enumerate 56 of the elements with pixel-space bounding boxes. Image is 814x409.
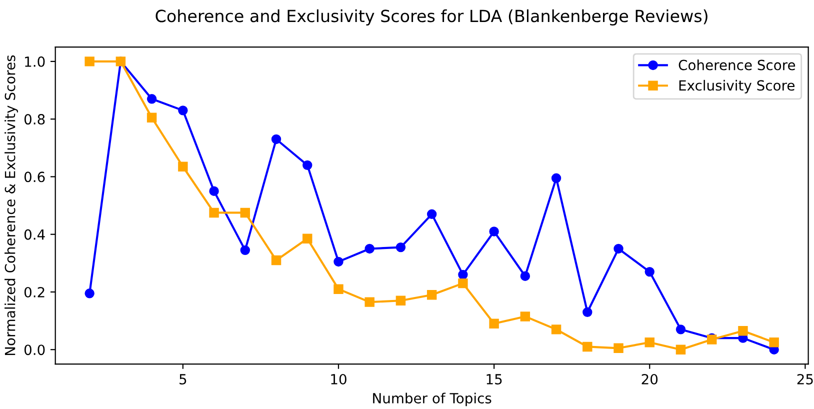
point (551, 173, 562, 184)
point (146, 112, 157, 122)
point (676, 324, 686, 334)
point (520, 271, 530, 281)
chart-title: Coherence and Exclusivity Scores for LDA (Blankenberge Reviews) (156, 9, 708, 26)
point (334, 284, 344, 294)
point (302, 160, 312, 170)
y-tick-label: 0.6 (24, 172, 45, 182)
point (240, 208, 250, 218)
y-axis-title: Normalized Coherence & Exclusivity Scores (4, 55, 18, 356)
point (426, 209, 437, 220)
x-tick-label: 25 (797, 374, 813, 384)
x-tick-label: 20 (642, 374, 658, 384)
x-tick-label: 5 (180, 374, 186, 384)
point (302, 234, 312, 244)
point (396, 296, 406, 306)
legend-label: Coherence Score (678, 60, 796, 70)
point (582, 342, 592, 352)
x-axis-title: Number of Topics (373, 392, 492, 406)
x-tick-label: 10 (331, 374, 346, 384)
point (84, 56, 94, 66)
point (364, 244, 374, 254)
point (84, 288, 94, 298)
point (458, 278, 468, 288)
point (644, 338, 654, 348)
point (396, 242, 406, 252)
point (240, 245, 250, 256)
point (614, 244, 624, 254)
point (209, 186, 219, 196)
point (271, 134, 282, 144)
point (426, 290, 437, 300)
point (458, 270, 468, 280)
point (489, 226, 499, 236)
point (520, 312, 530, 322)
x-tick-label: 15 (486, 374, 502, 384)
point (364, 297, 374, 307)
legend-label: Exclusivity Score (679, 80, 794, 94)
point (209, 208, 219, 218)
y-tick-label: 0.8 (24, 114, 45, 125)
point (146, 94, 157, 104)
point (334, 256, 344, 267)
point (551, 324, 562, 334)
point (644, 266, 654, 277)
point (676, 344, 686, 354)
point (769, 338, 779, 348)
point (738, 326, 748, 336)
point (582, 307, 592, 318)
y-tick-label: 1.0 (25, 56, 45, 67)
y-tick-label: 0.0 (24, 344, 45, 356)
point (489, 318, 499, 329)
point (178, 162, 188, 172)
y-tick-label: 0.2 (24, 286, 44, 298)
point (614, 343, 624, 354)
y-tick-label: 0.4 (24, 229, 45, 240)
point (271, 255, 282, 266)
point (178, 106, 188, 116)
